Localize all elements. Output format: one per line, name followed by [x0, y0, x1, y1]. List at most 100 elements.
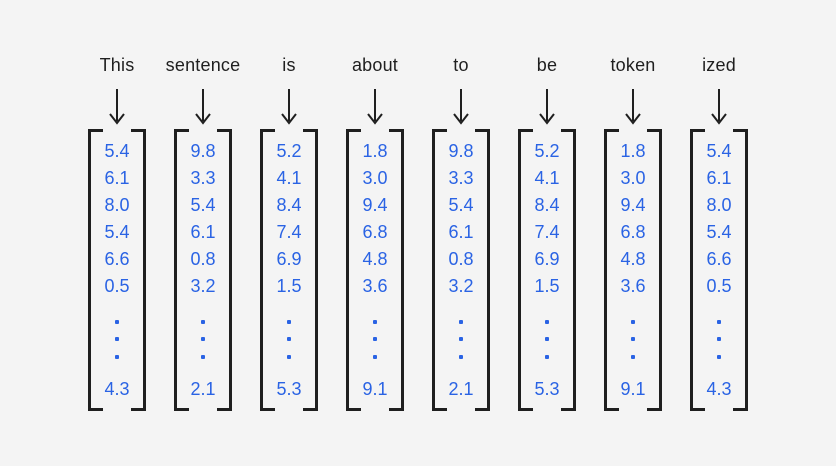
- vector-values: 5.2 4.1 8.4 7.4 6.9 1.5: [276, 138, 301, 300]
- token-word: This: [99, 55, 135, 75]
- vector-value: 0.8: [448, 249, 474, 269]
- left-bracket: [88, 129, 103, 411]
- vector-value: 9.8: [448, 141, 474, 161]
- vector-value: 6.6: [104, 249, 130, 269]
- ellipsis-dot: [201, 354, 205, 359]
- vector-value: 6.1: [104, 168, 130, 188]
- token-word: token: [610, 55, 656, 75]
- vector-last-value: 9.1: [620, 379, 646, 399]
- vector-value: 6.9: [534, 249, 560, 269]
- down-arrow-icon: [539, 89, 555, 125]
- vector-value: 3.3: [190, 168, 216, 188]
- vector-value: 3.6: [362, 276, 388, 296]
- ellipsis-dot: [545, 337, 549, 341]
- vector-value: 6.1: [706, 168, 732, 188]
- ellipsis-dot: [631, 337, 635, 341]
- token-word: is: [282, 55, 296, 75]
- vector-value: 0.5: [706, 276, 732, 296]
- token-word: to: [453, 55, 469, 75]
- token-column: be 5.2 4.1 8.4 7.4 6.9 1.5 5.3: [518, 52, 576, 411]
- vector-last-value: 4.3: [104, 379, 130, 399]
- vector-values: 1.8 3.0 9.4 6.8 4.8 3.6: [362, 138, 387, 300]
- vector-value: 3.0: [620, 168, 646, 188]
- vector-value: 6.8: [620, 222, 646, 242]
- left-bracket: [432, 129, 447, 411]
- vector-value: 9.4: [362, 195, 388, 215]
- right-bracket: [303, 129, 318, 411]
- vector-value: 5.4: [448, 195, 474, 215]
- right-bracket: [131, 129, 146, 411]
- vector-value: 6.8: [362, 222, 388, 242]
- embedding-vector: 5.4 6.1 8.0 5.4 6.6 0.5 4.3: [690, 129, 748, 411]
- embedding-vector: 5.2 4.1 8.4 7.4 6.9 1.5 5.3: [518, 129, 576, 411]
- vector-value: 8.4: [276, 195, 302, 215]
- ellipsis-dot: [631, 319, 635, 324]
- down-arrow-icon: [281, 89, 297, 125]
- ellipsis-dot: [373, 337, 377, 341]
- ellipsis-dot: [545, 319, 549, 324]
- vector-ellipsis: [201, 300, 205, 376]
- vector-value: 5.2: [276, 141, 302, 161]
- right-bracket: [475, 129, 490, 411]
- ellipsis-dot: [717, 319, 721, 324]
- left-bracket: [174, 129, 189, 411]
- ellipsis-dot: [373, 319, 377, 324]
- vector-value: 5.2: [534, 141, 560, 161]
- token-column: ized 5.4 6.1 8.0 5.4 6.6 0.5 4.3: [690, 52, 748, 411]
- embedding-vector: 5.4 6.1 8.0 5.4 6.6 0.5 4.3: [88, 129, 146, 411]
- token-word: ized: [702, 55, 736, 75]
- ellipsis-dot: [115, 319, 119, 324]
- embedding-vector: 5.2 4.1 8.4 7.4 6.9 1.5 5.3: [260, 129, 318, 411]
- ellipsis-dot: [545, 354, 549, 359]
- right-bracket: [561, 129, 576, 411]
- vector-value: 3.2: [448, 276, 474, 296]
- vector-last-value: 2.1: [190, 379, 216, 399]
- vector-value: 9.4: [620, 195, 646, 215]
- vector-value: 7.4: [276, 222, 302, 242]
- columns-row: This 5.4 6.1 8.0 5.4 6.6 0.5 4.3 sentence 9.: [0, 52, 836, 411]
- vector-value: 1.8: [362, 141, 388, 161]
- token-column: This 5.4 6.1 8.0 5.4 6.6 0.5 4.3: [88, 52, 146, 411]
- left-bracket: [346, 129, 361, 411]
- left-bracket: [604, 129, 619, 411]
- ellipsis-dot: [201, 319, 205, 324]
- right-bracket: [733, 129, 748, 411]
- embedding-vector: 9.8 3.3 5.4 6.1 0.8 3.2 2.1: [432, 129, 490, 411]
- left-bracket: [690, 129, 705, 411]
- vector-values: 5.4 6.1 8.0 5.4 6.6 0.5: [104, 138, 129, 300]
- vector-value: 6.1: [448, 222, 474, 242]
- vector-value: 1.8: [620, 141, 646, 161]
- vector-last-value: 2.1: [448, 379, 474, 399]
- ellipsis-dot: [287, 319, 291, 324]
- vector-value: 6.1: [190, 222, 216, 242]
- vector-last-value: 4.3: [706, 379, 732, 399]
- ellipsis-dot: [459, 337, 463, 341]
- ellipsis-dot: [201, 337, 205, 341]
- vector-value: 0.8: [190, 249, 216, 269]
- vector-value: 6.6: [706, 249, 732, 269]
- vector-ellipsis: [115, 300, 119, 376]
- vector-value: 0.5: [104, 276, 130, 296]
- embedding-vector: 1.8 3.0 9.4 6.8 4.8 3.6 9.1: [346, 129, 404, 411]
- token-column: to 9.8 3.3 5.4 6.1 0.8 3.2 2.1: [432, 52, 490, 411]
- token-word: about: [351, 55, 399, 75]
- ellipsis-dot: [287, 354, 291, 359]
- token-column: about 1.8 3.0 9.4 6.8 4.8 3.6 9.1: [346, 52, 404, 411]
- vector-last-value: 5.3: [534, 379, 560, 399]
- vector-value: 1.5: [534, 276, 560, 296]
- right-bracket: [217, 129, 232, 411]
- ellipsis-dot: [459, 354, 463, 359]
- vector-values: 9.8 3.3 5.4 6.1 0.8 3.2: [190, 138, 215, 300]
- down-arrow-icon: [711, 89, 727, 125]
- vector-value: 6.9: [276, 249, 302, 269]
- vector-ellipsis: [631, 300, 635, 376]
- vector-values: 1.8 3.0 9.4 6.8 4.8 3.6: [620, 138, 645, 300]
- down-arrow-icon: [195, 89, 211, 125]
- vector-values: 5.2 4.1 8.4 7.4 6.9 1.5: [534, 138, 559, 300]
- right-bracket: [647, 129, 662, 411]
- down-arrow-icon: [367, 89, 383, 125]
- vector-value: 4.1: [534, 168, 560, 188]
- ellipsis-dot: [717, 337, 721, 341]
- vector-value: 3.6: [620, 276, 646, 296]
- vector-value: 3.3: [448, 168, 474, 188]
